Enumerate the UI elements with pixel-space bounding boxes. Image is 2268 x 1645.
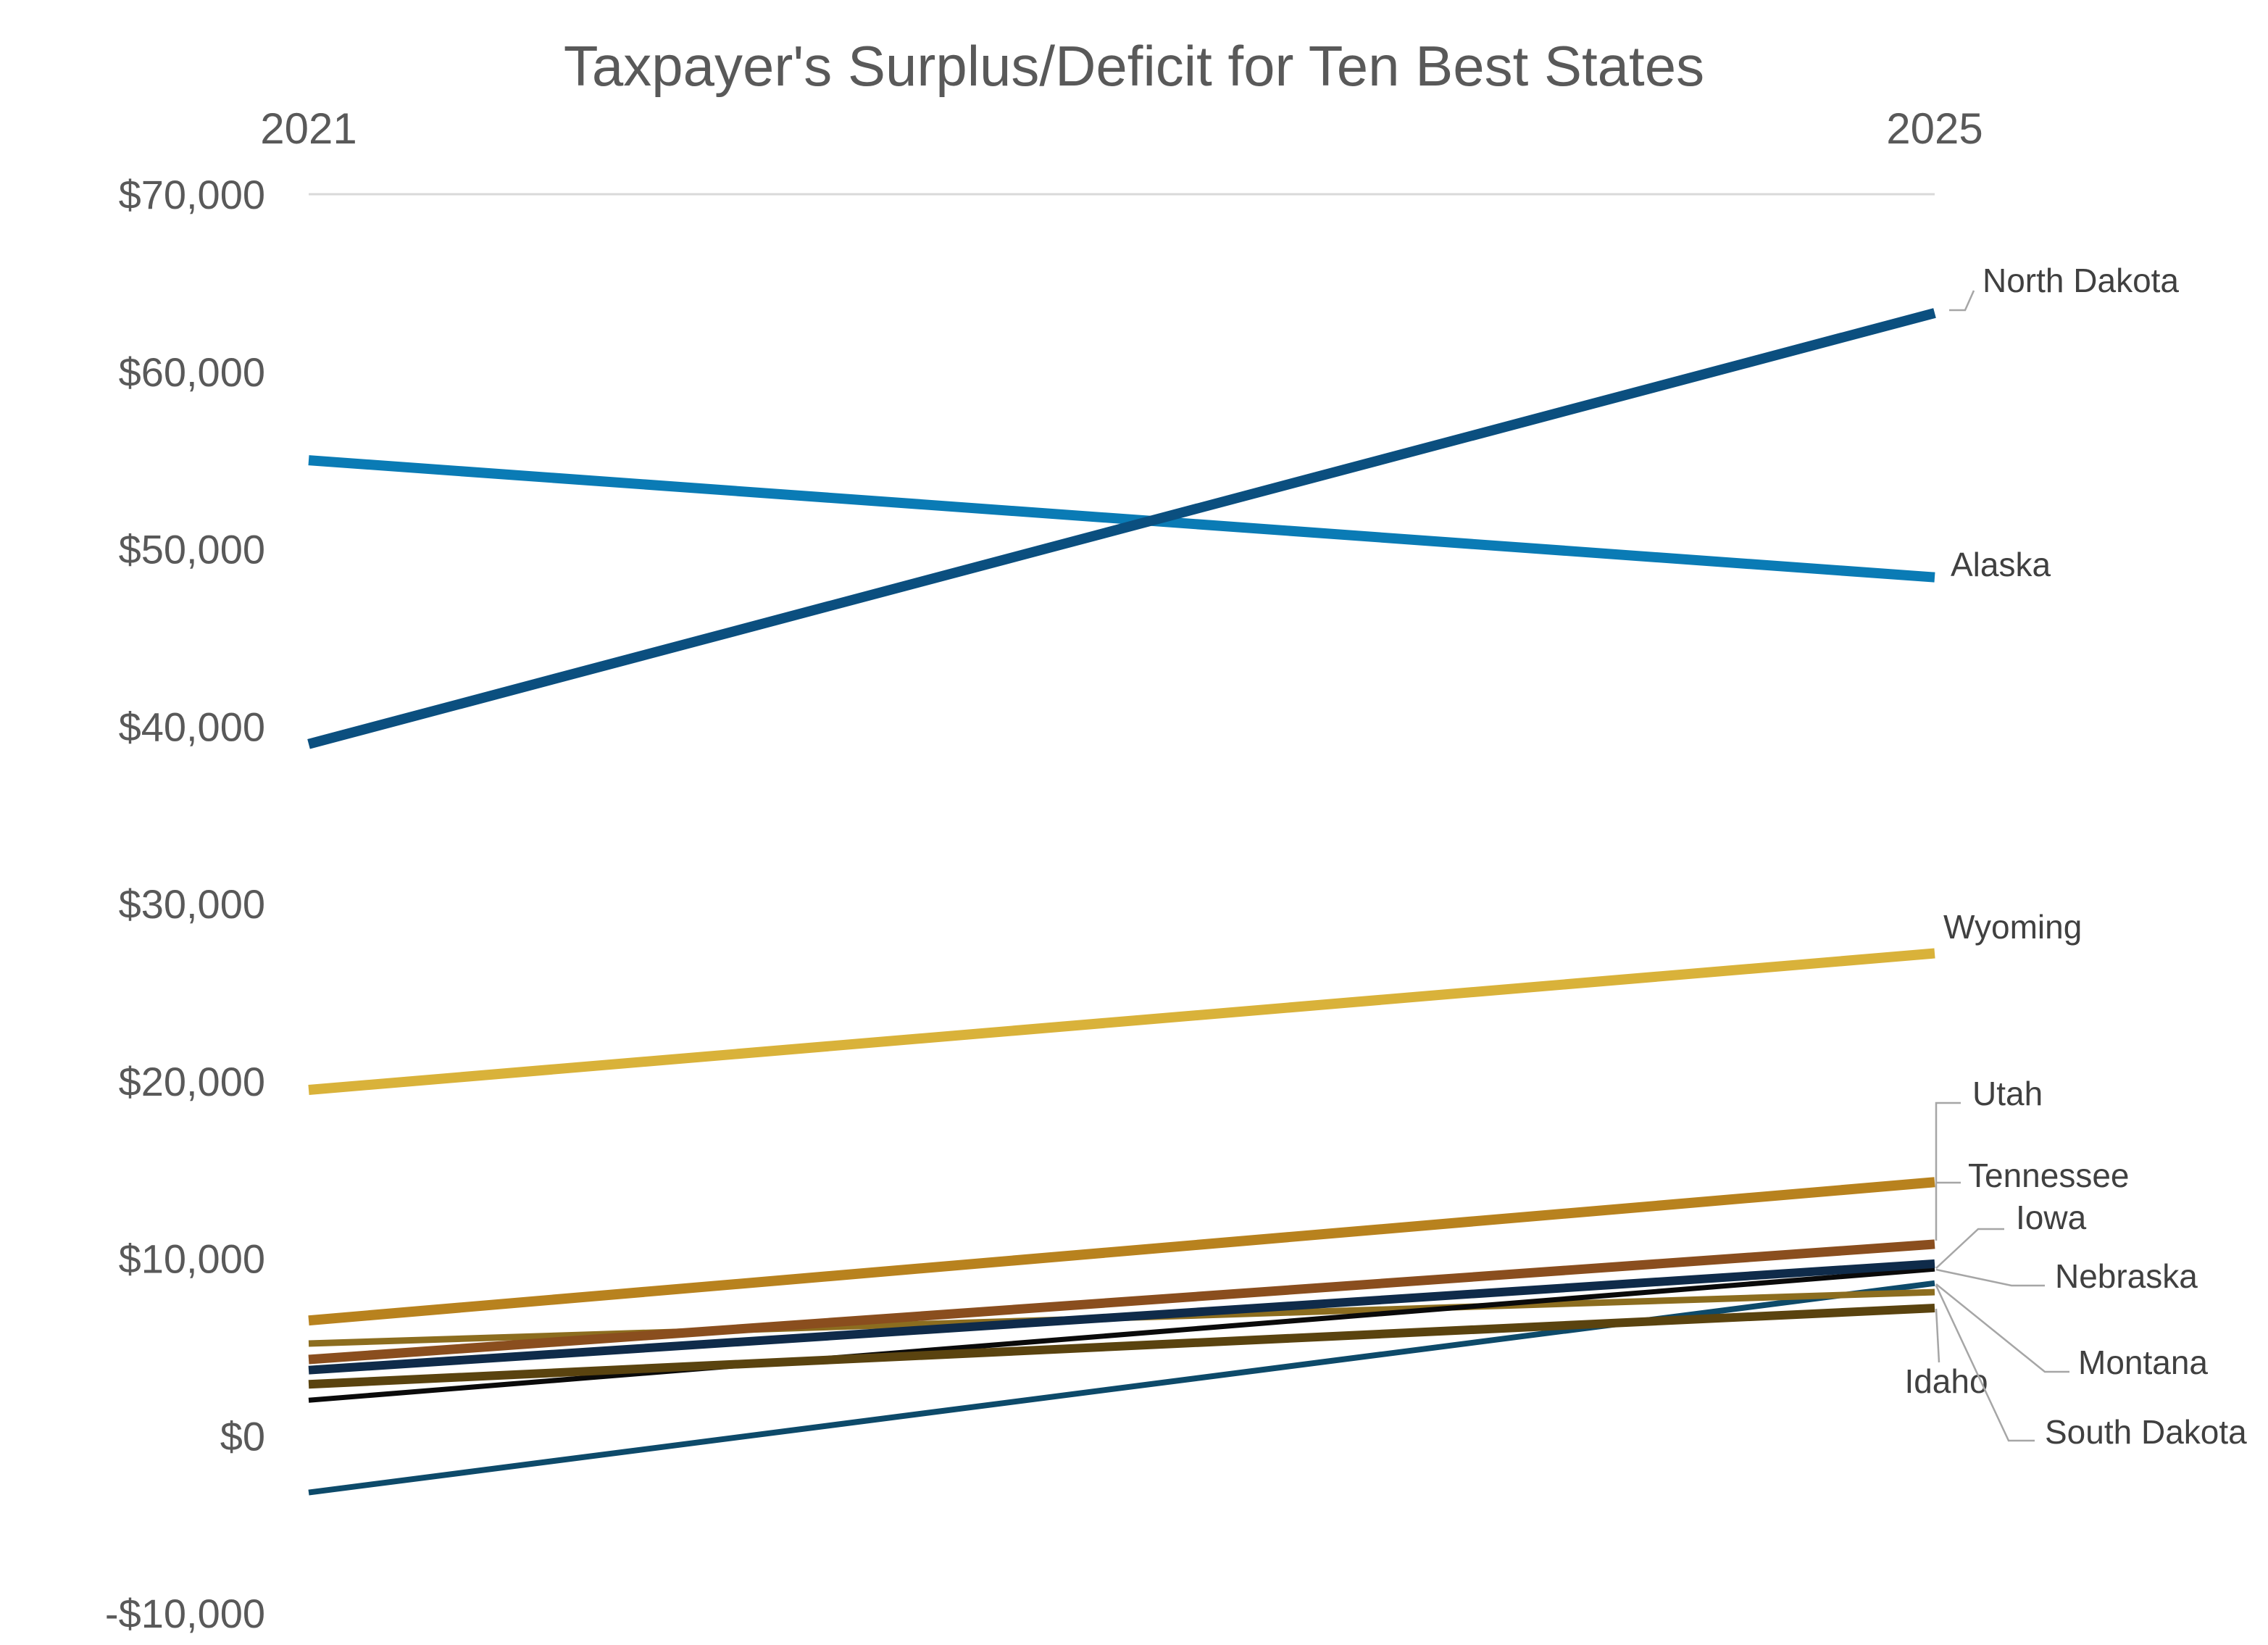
series-line-idaho [308,1304,1935,1389]
series-label-nebraska: Nebraska [2055,1257,2198,1295]
leader-line-iowa [1935,1228,2004,1269]
series-line-alaska [308,455,1935,583]
y-tick-label: $30,000 [119,881,265,927]
series-line-north-dakota [307,308,1936,749]
series-label-alaska: Alaska [1951,546,2051,583]
leader-line-south-dakota [1935,1285,2035,1442]
y-tick-label: -$10,000 [105,1591,265,1636]
series-label-tennessee: Tennessee [1968,1157,2130,1194]
y-tick-label: $40,000 [119,704,265,749]
chart-title: Taxpayer's Surplus/Deficit for Ten Best … [564,34,1704,98]
y-tick-label: $20,000 [119,1059,265,1104]
leader-line-idaho [1935,1308,1940,1363]
series-labels: North Dakota Alaska Wyoming Utah Tennessee Io… [1904,262,2247,1451]
leader-line-north-dakota [1949,290,1975,312]
y-tick-label: $70,000 [119,172,265,217]
leader-line-montana [1935,1283,2069,1373]
series-line-nebraska [308,1266,1935,1403]
series-label-south-dakota: South Dakota [2045,1413,2247,1451]
series-line-iowa [308,1259,1935,1375]
series-line-utah [308,1239,1935,1365]
series-line-wyoming [308,948,1935,1095]
y-tick-label: $0 [220,1413,265,1459]
y-tick-label: $60,000 [119,349,265,395]
y-tick-label: $10,000 [119,1236,265,1282]
series-label-north-dakota: North Dakota [1983,262,2179,299]
series-label-wyoming: Wyoming [1943,908,2082,946]
category-label-2021: 2021 [260,104,357,153]
category-label-2025: 2025 [1886,104,1983,153]
leader-line-utah [1935,1101,1961,1241]
series-label-iowa: Iowa [2016,1199,2087,1236]
leader-line-nebraska [1935,1268,2045,1287]
y-axis: $70,000 $60,000 $50,000 $40,000 $30,000 $20,0… [105,172,1935,1636]
y-tick-label: $50,000 [119,527,265,572]
series-label-utah: Utah [1972,1075,2043,1112]
series-label-montana: Montana [2078,1344,2208,1381]
series-line-tennessee [308,1177,1935,1326]
series-lines [307,308,1936,1496]
